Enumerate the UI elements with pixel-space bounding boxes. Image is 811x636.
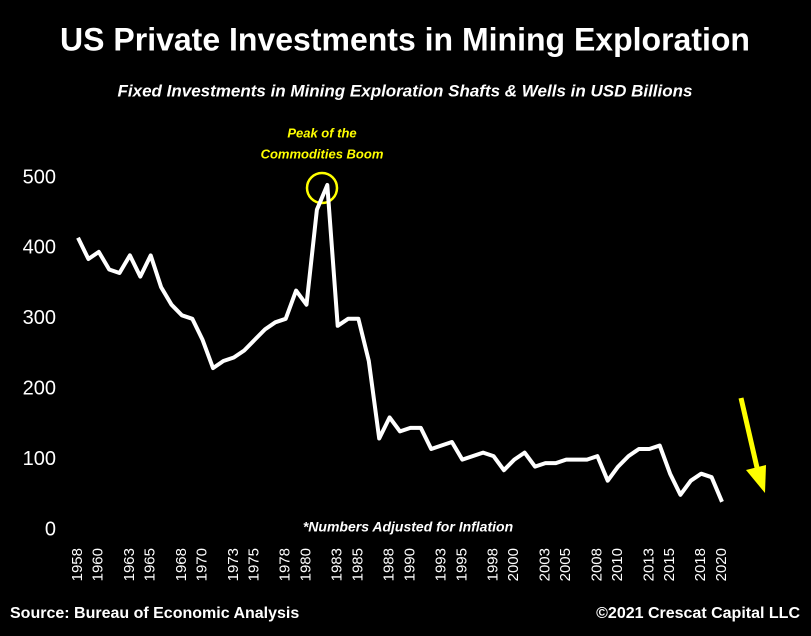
x-tick-label: 2000	[505, 548, 522, 581]
x-tick-label: 1965	[142, 548, 159, 581]
arrow-head	[746, 465, 766, 493]
y-tick-label: 100	[23, 448, 56, 470]
x-tick-label: 1985	[349, 548, 366, 581]
x-tick-label: 1978	[277, 548, 294, 581]
x-tick-label: 1988	[381, 548, 398, 581]
y-tick-label: 400	[23, 237, 56, 259]
chart-title: US Private Investments in Mining Explora…	[60, 21, 750, 57]
x-tick-label: 1998	[484, 548, 501, 581]
arrow-shaft	[738, 397, 761, 473]
x-tick-label: 1973	[225, 548, 242, 581]
x-tick-label: 1983	[329, 548, 346, 581]
x-tick-label: 2005	[557, 548, 574, 581]
y-tick-label: 300	[23, 307, 56, 329]
peak-circle	[305, 171, 339, 205]
x-tick-label: 1995	[453, 548, 470, 581]
y-tick-label: 200	[23, 377, 56, 399]
x-tick-label: 2003	[536, 548, 553, 581]
x-tick-label: 1980	[297, 548, 314, 581]
credit: ©2021 Crescat Capital LLC	[596, 605, 800, 622]
y-tick-label: 500	[23, 166, 56, 188]
x-tick-label: 1963	[121, 548, 138, 581]
x-tick-label: 1970	[194, 548, 211, 581]
x-tick-label: 2020	[713, 548, 730, 581]
annotation: Peak of the	[287, 125, 356, 140]
x-tick-label: 2010	[609, 548, 626, 581]
note: *Numbers Adjusted for Inflation	[303, 519, 513, 535]
down-arrow	[738, 397, 766, 493]
x-tick-label: 1990	[401, 548, 418, 581]
annotation: Commodities Boom	[261, 146, 384, 161]
x-tick-label: 1960	[90, 548, 107, 581]
y-tick-label: 0	[45, 518, 56, 540]
x-tick-label: 2013	[640, 548, 657, 581]
x-tick-label: 1968	[173, 548, 190, 581]
x-tick-label: 2015	[661, 548, 678, 581]
line	[76, 183, 724, 503]
source: Source: Bureau of Economic Analysis	[10, 605, 299, 622]
chart-subtitle: Fixed Investments in Mining Exploration …	[118, 81, 693, 100]
x-tick-label: 1993	[433, 548, 450, 581]
x-tick-label: 2018	[692, 548, 709, 581]
x-tick-label: 1975	[246, 548, 263, 581]
x-tick-label: 2008	[588, 548, 605, 581]
x-tick-label: 1958	[69, 548, 86, 581]
